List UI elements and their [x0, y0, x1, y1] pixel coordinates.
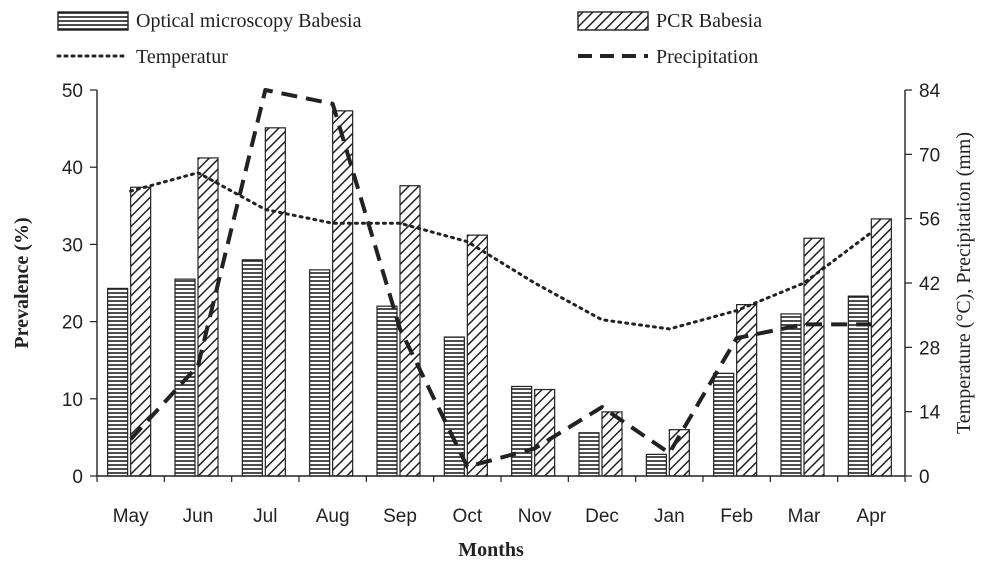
x-tick-label: Aug — [316, 506, 350, 527]
pcr-bar-apr[interactable] — [870, 218, 892, 477]
temperature-line[interactable] — [129, 171, 873, 331]
pcr-bar-mar[interactable] — [803, 237, 825, 477]
legend-swatch-pcr — [577, 11, 649, 31]
y-tick-label: 20 — [62, 313, 83, 334]
x-tick-label: Apr — [857, 506, 887, 527]
legend-item-optical-microscopy[interactable]: Optical microscopy Babesia — [57, 10, 362, 32]
y-tick-label: 10 — [62, 390, 83, 411]
y-axis-title: Prevalence (%) — [11, 217, 33, 348]
pcr-bar-feb[interactable] — [736, 304, 758, 477]
y2-tick-label: 42 — [919, 274, 940, 295]
legend-item-temperature[interactable]: Temperatur — [56, 46, 228, 68]
pcr-bar-dec[interactable] — [601, 411, 623, 477]
y-tick-label: 40 — [62, 158, 83, 179]
precipitation-line[interactable] — [129, 88, 872, 469]
left-axis-ticks: 0 10 20 30 40 50 — [62, 81, 97, 488]
x-tick-label: Jan — [654, 506, 685, 527]
optical-bar-may[interactable] — [107, 287, 129, 477]
x-tick-label: Nov — [518, 506, 552, 527]
optical-bar-feb[interactable] — [713, 372, 735, 477]
pcr-bar-aug[interactable] — [332, 110, 354, 477]
y-tick-label: 0 — [72, 467, 83, 488]
right-axis-ticks: 0 14 28 42 56 70 84 — [905, 81, 941, 488]
y-tick-label: 30 — [62, 235, 83, 256]
y2-tick-label: 28 — [919, 338, 940, 359]
optical-bar-nov[interactable] — [511, 385, 533, 477]
optical-bar-aug[interactable] — [309, 269, 331, 477]
optical-bar-sep[interactable] — [376, 305, 398, 477]
bars-layer — [107, 110, 892, 477]
optical-bar-mar[interactable] — [780, 313, 802, 477]
legend-label-optical-microscopy: Optical microscopy Babesia — [136, 10, 362, 32]
legend-label-precipitation: Precipitation — [656, 46, 758, 68]
x-tick-label: May — [113, 506, 149, 527]
optical-bar-dec[interactable] — [578, 432, 600, 477]
y2-tick-label: 14 — [919, 403, 941, 424]
pcr-bar-nov[interactable] — [534, 388, 556, 477]
x-tick-label: Dec — [585, 506, 619, 527]
x-axis-title: Months — [458, 539, 524, 561]
pcr-bar-jul[interactable] — [264, 127, 286, 477]
legend: Optical microscopy Babesia PCR Babesia T… — [56, 10, 762, 68]
optical-bar-jan[interactable] — [645, 453, 667, 477]
x-axis-ticks: May Jun Jul Aug Sep Oct Nov Dec Jan Feb Mar Apr — [96, 476, 906, 527]
legend-label-temperature: Temperatur — [136, 46, 228, 68]
x-tick-label: Jun — [183, 506, 214, 527]
y2-axis-title: Temperature (°C), Precipitation (mm) — [953, 132, 975, 434]
legend-label-pcr: PCR Babesia — [656, 10, 762, 32]
y2-tick-label: 56 — [919, 210, 940, 231]
legend-item-pcr[interactable]: PCR Babesia — [577, 10, 762, 32]
x-tick-label: Mar — [788, 506, 821, 527]
y2-tick-label: 84 — [919, 81, 941, 102]
optical-bar-jul[interactable] — [241, 259, 263, 477]
legend-swatch-optical-microscopy — [57, 11, 129, 31]
y-tick-label: 50 — [62, 81, 83, 102]
x-tick-label: Feb — [720, 506, 753, 527]
pcr-bar-oct[interactable] — [466, 234, 488, 477]
y2-tick-label: 0 — [919, 467, 930, 488]
legend-item-precipitation[interactable]: Precipitation — [578, 46, 758, 68]
y2-tick-label: 70 — [919, 145, 940, 166]
pcr-bar-may[interactable] — [130, 186, 152, 477]
pcr-bar-jun[interactable] — [197, 157, 219, 477]
x-tick-label: Sep — [383, 506, 417, 527]
lines-layer — [129, 88, 873, 469]
x-tick-label: Oct — [453, 506, 483, 527]
x-tick-label: Jul — [253, 506, 277, 527]
